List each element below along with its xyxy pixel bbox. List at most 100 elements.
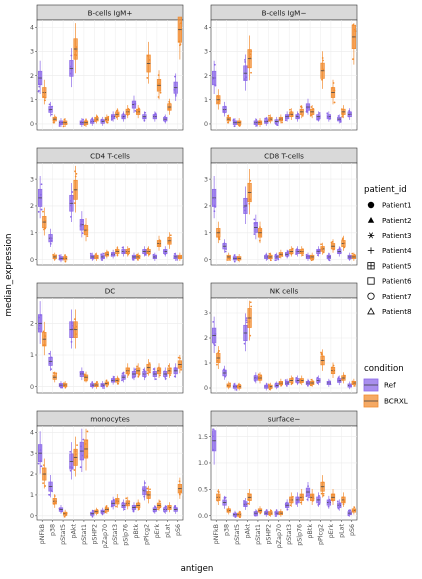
data-point [296, 501, 298, 504]
data-point [213, 204, 216, 207]
data-point [134, 109, 137, 112]
data-point [54, 500, 57, 503]
data-point [64, 260, 67, 263]
data-point [164, 377, 167, 380]
data-point [297, 497, 300, 499]
data-point [71, 324, 74, 327]
data-point [234, 512, 237, 514]
data-point [136, 258, 139, 261]
legend-patient-label: Patient4 [382, 246, 412, 255]
data-point [295, 114, 298, 117]
data-point [86, 229, 89, 231]
data-point [306, 107, 309, 109]
data-point [121, 501, 124, 504]
data-point [137, 375, 140, 378]
data-point [127, 107, 130, 110]
x-tick-label: pPlcg2 [144, 524, 151, 545]
data-point [137, 502, 140, 504]
data-point [114, 248, 117, 251]
data-point [286, 508, 289, 511]
data-point [329, 380, 331, 383]
data-point [259, 226, 261, 229]
data-point [333, 89, 336, 92]
data-point [351, 380, 354, 383]
data-point [132, 508, 135, 511]
data-point [214, 205, 217, 208]
data-point [243, 500, 245, 502]
legend-condition-title: condition [364, 364, 404, 374]
data-point [318, 112, 321, 114]
data-point [48, 109, 51, 112]
data-point [349, 509, 352, 512]
data-point [83, 124, 86, 127]
panel-area [210, 162, 358, 266]
y-tick-label: 3 [204, 176, 208, 183]
data-point [291, 115, 294, 117]
y-tick-label: 3 [30, 49, 34, 56]
data-point [243, 206, 245, 209]
data-point [179, 357, 181, 360]
data-point [249, 198, 252, 201]
data-point [305, 495, 308, 498]
data-point [224, 105, 227, 108]
data-point [143, 495, 146, 498]
data-point [297, 499, 300, 502]
data-point [103, 387, 105, 389]
data-point [75, 50, 78, 52]
data-point [245, 317, 248, 319]
data-point [123, 251, 126, 254]
data-point [39, 193, 42, 196]
legend-patient-label: Patient3 [382, 231, 412, 240]
data-point [102, 252, 105, 255]
data-point [61, 386, 64, 389]
data-point [116, 377, 119, 380]
data-point [351, 252, 354, 255]
data-point [164, 376, 166, 378]
data-point [329, 383, 332, 386]
data-point [250, 50, 253, 52]
data-point [174, 256, 176, 259]
data-point [53, 258, 56, 261]
data-point [234, 386, 237, 388]
data-point [148, 253, 151, 256]
data-point [328, 382, 330, 385]
panel-title: surface− [268, 415, 301, 424]
data-point [110, 254, 113, 257]
data-point [58, 123, 61, 126]
data-point [144, 372, 146, 375]
data-point [132, 258, 135, 261]
data-point [331, 499, 334, 502]
data-point [48, 493, 50, 496]
data-point [233, 258, 236, 261]
data-point [270, 259, 272, 262]
data-point [332, 82, 335, 84]
data-point [165, 505, 168, 508]
data-point [328, 253, 330, 255]
y-tick-label: 4 [204, 24, 208, 31]
data-point [342, 374, 345, 377]
data-point [301, 498, 304, 501]
data-point [80, 123, 83, 126]
data-point [310, 106, 313, 108]
data-point [94, 253, 97, 256]
y-tick-label: 1 [30, 492, 34, 499]
data-point [144, 251, 147, 254]
data-point [244, 502, 247, 505]
data-point [309, 254, 312, 257]
data-point [224, 496, 227, 499]
data-point [83, 379, 86, 382]
data-point [126, 111, 129, 114]
data-point [256, 120, 259, 123]
data-point [65, 122, 68, 125]
data-point [50, 239, 52, 242]
data-point [250, 71, 252, 74]
data-point [245, 203, 248, 206]
data-point [226, 259, 229, 261]
data-point [295, 503, 298, 505]
data-point [81, 232, 84, 235]
data-point [318, 117, 321, 120]
data-point [280, 254, 283, 257]
data-point [144, 376, 146, 378]
data-point [73, 202, 76, 205]
data-point [75, 333, 77, 336]
